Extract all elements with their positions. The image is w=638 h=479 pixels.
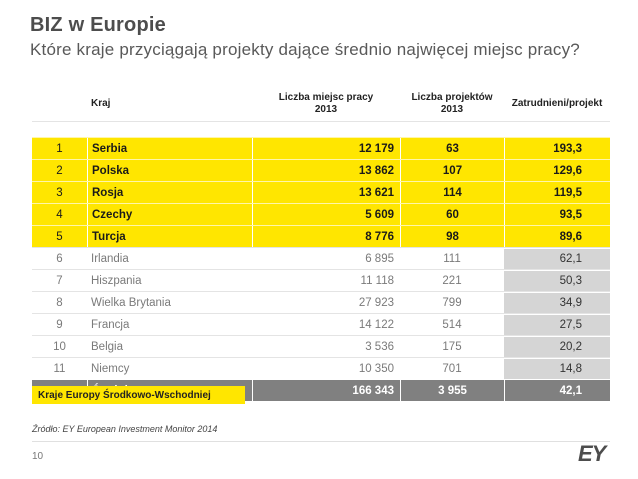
jobs-cell: 13 862	[252, 160, 400, 181]
jobs-cell: 3 536	[365, 340, 394, 353]
rank-cell: 10	[53, 340, 66, 353]
header-jobs: Liczba miejsc pracy 2013	[252, 79, 400, 121]
page-number: 10	[32, 451, 44, 462]
table-row: 1 Serbia 12 179 63 193,3	[32, 137, 610, 159]
header-projects: Liczba projektów 2013	[400, 79, 504, 121]
jobs-cell: 5 609	[252, 204, 400, 225]
table-row: 3 Rosja 13 621 114 119,5	[32, 181, 610, 203]
jobs-cell: 10 350	[358, 362, 394, 375]
country-cell: Czechy	[87, 204, 252, 225]
projects-cell: 114	[400, 182, 504, 203]
header-spacer	[32, 121, 610, 137]
ratio-cell: 89,6	[504, 226, 610, 247]
jobs-cell: 13 621	[252, 182, 400, 203]
rank-cell: 3	[56, 186, 63, 199]
table-header: Kraj Liczba miejsc pracy 2013 Liczba proj…	[32, 79, 610, 121]
source-note: Źródło: EY European Investment Monitor 2…	[32, 424, 218, 434]
jobs-cell: 6 895	[365, 252, 394, 265]
page-subtitle: Które kraje przyciągają projekty dające …	[30, 40, 580, 59]
projects-cell: 111	[443, 252, 461, 265]
ratio-cell: 93,5	[504, 204, 610, 225]
page-title: BIZ w Europie	[30, 14, 166, 36]
table-row: 2 Polska 13 862 107 129,6	[32, 159, 610, 181]
ranking-table: Kraj Liczba miejsc pracy 2013 Liczba proj…	[32, 79, 610, 401]
jobs-cell: 27 923	[358, 296, 394, 309]
rank-cell: 4	[56, 208, 63, 221]
rank-cell: 11	[53, 362, 66, 375]
average-projects: 3 955	[400, 380, 504, 401]
ratio-cell: 193,3	[504, 138, 610, 159]
header-jobs-label: Liczba miejsc pracy	[278, 92, 374, 103]
jobs-cell: 12 179	[252, 138, 400, 159]
projects-cell: 221	[442, 274, 462, 287]
footer-divider	[32, 441, 610, 442]
country-cell: Serbia	[87, 138, 252, 159]
header-country: Kraj	[91, 98, 111, 109]
rank-cell: 6	[56, 252, 63, 265]
rank-cell: 8	[56, 296, 63, 309]
table-row: 6 Irlandia 6 895 111 62,1	[32, 247, 610, 269]
ratio-cell: 50,3	[504, 270, 610, 291]
country-cell: Belgia	[91, 340, 123, 353]
country-cell: Hiszpania	[91, 274, 142, 287]
legend-cee: Kraje Europy Środkowo-Wschodniej	[32, 386, 245, 404]
header-projects-label: Liczba projektów	[411, 92, 493, 103]
ratio-cell: 34,9	[504, 292, 610, 313]
country-cell: Niemcy	[91, 362, 130, 375]
table-row: 7 Hiszpania 11 118 221 50,3	[32, 269, 610, 291]
country-cell: Francja	[91, 318, 130, 331]
ratio-cell: 20,2	[504, 336, 610, 357]
country-cell: Turcja	[87, 226, 252, 247]
ratio-cell: 129,6	[504, 160, 610, 181]
table-row: 10 Belgia 3 536 175 20,2	[32, 335, 610, 357]
projects-cell: 799	[442, 296, 462, 309]
rank-cell: 1	[56, 142, 63, 155]
projects-cell: 60	[400, 204, 504, 225]
rank-cell: 5	[56, 230, 63, 243]
projects-cell: 701	[442, 362, 462, 375]
country-cell: Rosja	[87, 182, 252, 203]
projects-cell: 175	[442, 340, 462, 353]
ratio-cell: 14,8	[504, 358, 610, 379]
projects-cell: 107	[400, 160, 504, 181]
header-jobs-year: 2013	[314, 104, 338, 115]
table-row: 5 Turcja 8 776 98 89,6	[32, 225, 610, 247]
table-body: 1 Serbia 12 179 63 193,3 2 Polska 13 862 107 129,…	[32, 137, 610, 379]
jobs-cell: 14 122	[358, 318, 394, 331]
ratio-cell: 119,5	[504, 182, 610, 203]
country-cell: Wielka Brytania	[91, 296, 171, 309]
ratio-cell: 62,1	[504, 248, 610, 269]
average-ratio: 42,1	[504, 380, 610, 401]
rank-cell: 7	[56, 274, 63, 287]
projects-cell: 514	[442, 318, 462, 331]
projects-cell: 98	[400, 226, 504, 247]
ey-logo: EY	[578, 441, 606, 466]
table-row: 4 Czechy 5 609 60 93,5	[32, 203, 610, 225]
table-row: 11 Niemcy 10 350 701 14,8	[32, 357, 610, 379]
table-row: 8 Wielka Brytania 27 923 799 34,9	[32, 291, 610, 313]
header-projects-year: 2013	[440, 104, 464, 115]
country-cell: Polska	[87, 160, 252, 181]
header-ratio: Zatrudnieni/projekt	[511, 98, 603, 109]
rank-cell: 9	[56, 318, 63, 331]
jobs-cell: 8 776	[252, 226, 400, 247]
table-row: 9 Francja 14 122 514 27,5	[32, 313, 610, 335]
jobs-cell: 11 118	[360, 274, 394, 287]
header-rank	[32, 79, 87, 121]
ratio-cell: 27,5	[504, 314, 610, 335]
projects-cell: 63	[400, 138, 504, 159]
country-cell: Irlandia	[91, 252, 129, 265]
rank-cell: 2	[56, 164, 63, 177]
average-jobs: 166 343	[252, 380, 400, 401]
